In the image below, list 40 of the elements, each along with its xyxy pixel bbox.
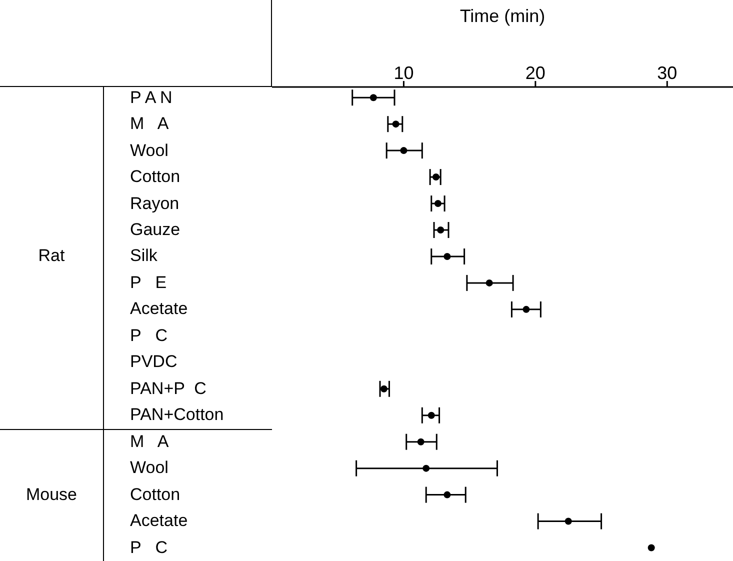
y-tick-label: Rayon	[130, 192, 180, 214]
point	[522, 306, 530, 313]
x-tick-label: 20	[525, 63, 546, 83]
point	[564, 518, 572, 525]
y-tick-label: Silk	[130, 245, 158, 268]
y-tick-label: Gauze	[130, 218, 180, 241]
point	[648, 544, 655, 552]
y-tick-label: M A	[130, 113, 169, 136]
y-tick-label: Wool	[130, 140, 168, 162]
point	[486, 279, 493, 286]
y-tick-label: PAN+P C	[130, 378, 206, 400]
y-tick-label: Wool	[130, 457, 168, 480]
point	[444, 491, 451, 498]
y-tick-label: PVDC	[130, 351, 178, 374]
y-tick-label: M A	[130, 430, 169, 453]
y-tick-label: P A N	[130, 86, 172, 109]
y-tick-label: PAN+Cotton	[130, 404, 224, 426]
point	[428, 412, 435, 419]
point	[444, 252, 451, 260]
y-tick-label: Cotton	[130, 484, 180, 506]
y-tick-label: P C	[130, 536, 168, 559]
text: Rat	[37, 245, 66, 268]
point	[417, 438, 424, 446]
y-tick-label: Acetate	[130, 298, 188, 320]
point	[400, 147, 408, 154]
y-tick-label: Acetate	[130, 510, 188, 532]
point	[422, 464, 430, 472]
y-tick-label: P C	[130, 324, 168, 347]
point	[392, 120, 400, 128]
y-tick-label: Cotton	[130, 166, 180, 188]
point	[434, 200, 442, 208]
point	[370, 94, 377, 102]
x-tick-label: 30	[657, 63, 678, 83]
x-axis-title: Time (min)	[458, 6, 546, 27]
x-tick-label: 10	[394, 63, 414, 83]
text: Mouse	[24, 484, 78, 506]
point	[432, 174, 440, 181]
y-tick-label: P E	[130, 272, 167, 294]
point	[380, 385, 388, 392]
point	[437, 226, 444, 234]
